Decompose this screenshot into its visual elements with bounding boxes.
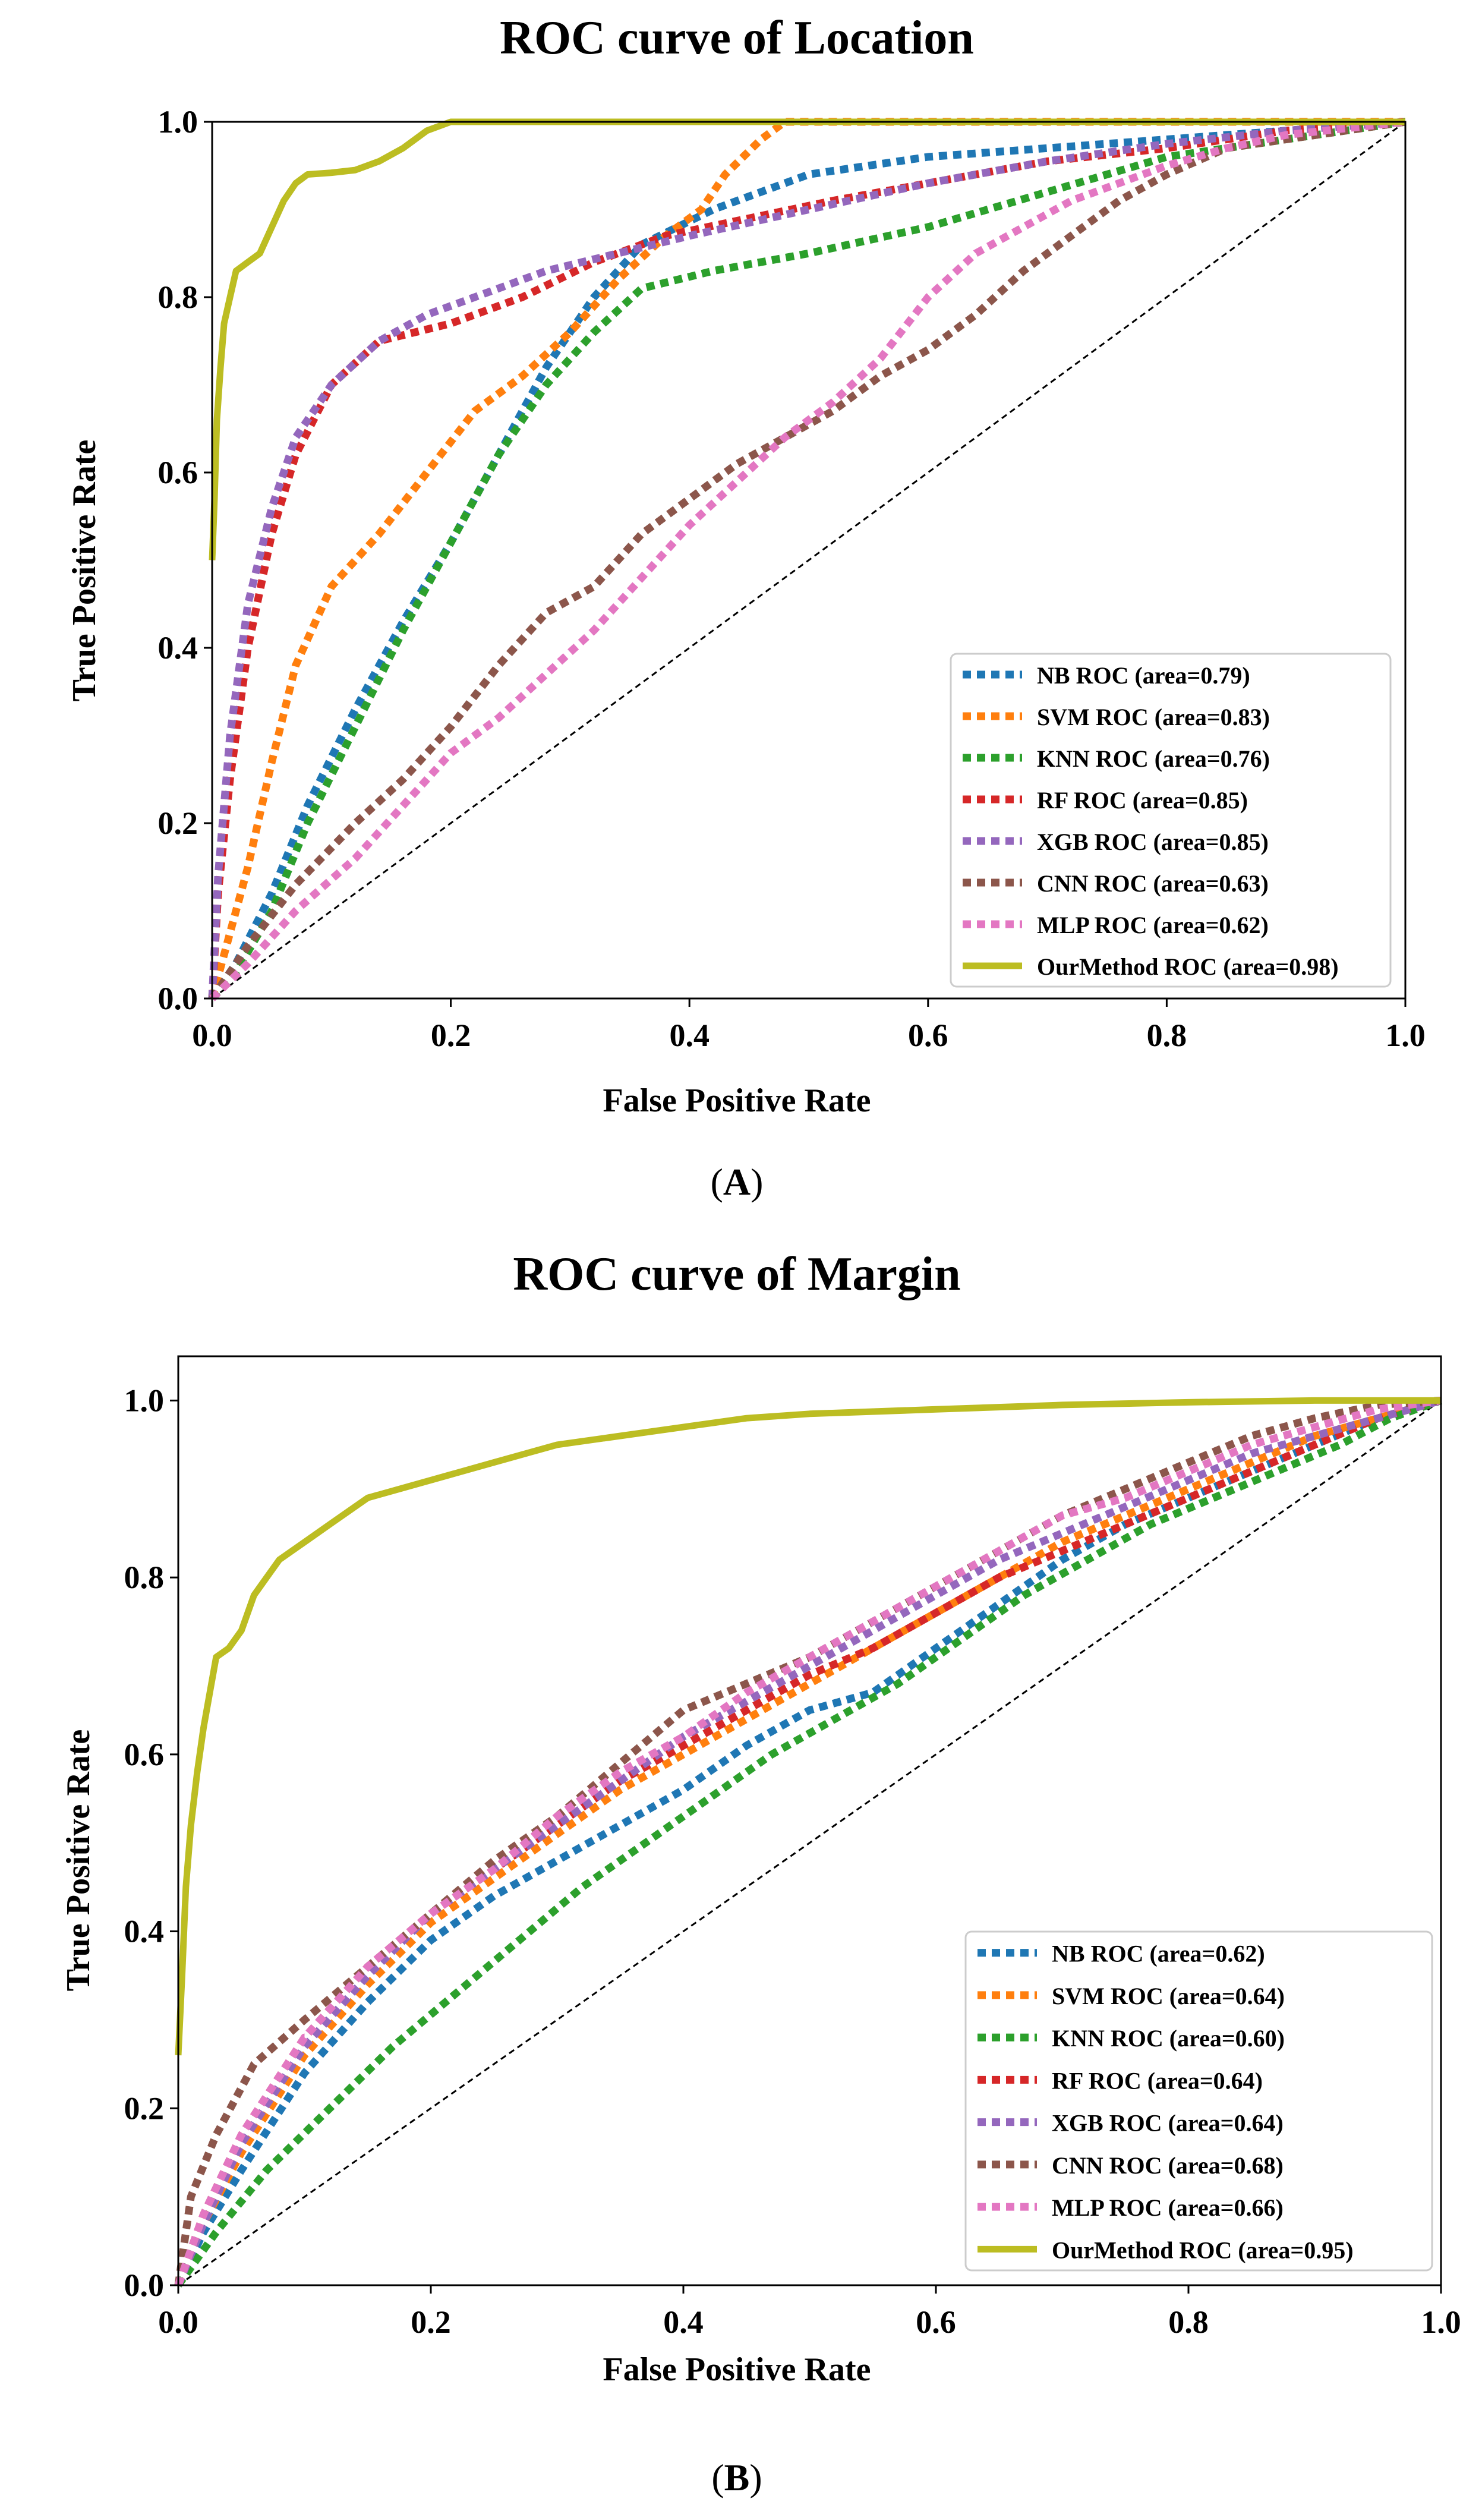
y-tick-label: 1.0	[158, 104, 198, 140]
roc-series-line-3	[174, 1397, 1442, 2287]
y-tick-label: 1.0	[124, 1382, 165, 1418]
x-tick-label: 0.4	[669, 1018, 710, 1053]
x-axis-label: False Positive Rate	[603, 2351, 871, 2388]
roc-series-line-5	[209, 118, 1406, 1001]
legend-box	[964, 1930, 1433, 2272]
roc-series-line-7	[175, 1397, 1441, 2056]
roc-series-line-2	[175, 1397, 1443, 2288]
x-tick-label: 0.6	[908, 1018, 948, 1053]
y-tick-label: 0.2	[124, 2090, 165, 2126]
y-tick-label: 0.8	[158, 279, 198, 315]
panel-label-b-letter: B	[724, 2456, 750, 2499]
y-tick-label: 0.6	[158, 455, 198, 490]
legend-label-1: SVM ROC (area=0.64)	[1052, 1983, 1285, 2009]
chart-title: ROC curve of Margin	[513, 1248, 960, 1300]
y-tick-label: 0.2	[158, 805, 198, 841]
plot-frame	[177, 1355, 1442, 2286]
legend-label-2: KNN ROC (area=0.60)	[1052, 2025, 1285, 2052]
legend-label-6: MLP ROC (area=0.62)	[1037, 912, 1269, 938]
x-tick-label: 1.0	[1385, 1018, 1426, 1053]
roc-margin-panel: ROC curve of Margin 0.0 0.2 0.4 0.6 0.8 1.00.…	[60, 1248, 1461, 2499]
legend-box	[950, 653, 1392, 988]
x-tick-label: 0.0	[158, 2304, 198, 2340]
y-tick-label: 0.6	[124, 1737, 165, 1772]
legend-label-1: SVM ROC (area=0.83)	[1037, 704, 1270, 730]
legend-label-0: NB ROC (area=0.62)	[1052, 1941, 1265, 1967]
roc-series-line-7	[209, 118, 1405, 560]
y-tick-label: 0.4	[158, 630, 198, 666]
legend: NB ROC (area=0.62) SVM ROC (area=0.64) KNN…	[964, 1930, 1433, 2272]
diagonal-reference-line	[212, 121, 1406, 1000]
y-axis-label: True Positive Rate	[60, 1730, 97, 1992]
x-tick-label: 0.8	[1147, 1018, 1187, 1053]
roc-series-line-3	[208, 118, 1406, 999]
legend-label-7: OurMethod ROC (area=0.95)	[1052, 2236, 1354, 2263]
legend-label-3: RF ROC (area=0.85)	[1037, 787, 1248, 814]
legend-label-4: XGB ROC (area=0.85)	[1037, 829, 1269, 855]
panel-label-a-letter: A	[723, 1161, 751, 1203]
y-axis-label: True Positive Rate	[66, 440, 103, 702]
roc-location-axes: 0.0 0.2 0.4 0.6 0.8 1.0 0.0 0.2 0.4 0.6 0.8 1.0 NB R…	[158, 104, 1426, 1053]
legend-label-0: NB ROC (area=0.79)	[1037, 662, 1250, 689]
roc-series-line-0	[209, 118, 1406, 1001]
legend-label-4: XGB ROC (area=0.64)	[1052, 2110, 1284, 2137]
roc-series-line-1	[174, 1397, 1442, 2287]
panel-label-b: (B)	[711, 2456, 762, 2499]
x-tick-label: 1.0	[1421, 2304, 1461, 2340]
legend-label-6: MLP ROC (area=0.66)	[1052, 2194, 1284, 2221]
y-tick-label: 0.4	[124, 1914, 165, 1949]
plot-frame	[211, 121, 1407, 1000]
legend-label-3: RF ROC (area=0.64)	[1052, 2067, 1263, 2094]
x-tick-label: 0.2	[431, 1018, 471, 1053]
x-tick-label: 0.6	[916, 2304, 956, 2340]
roc-series-line-1	[208, 118, 1405, 1000]
legend-label-2: KNN ROC (area=0.76)	[1037, 745, 1270, 772]
roc-series-line-4	[174, 1397, 1442, 2287]
roc-series-line-6	[209, 118, 1406, 1001]
x-tick-label: 0.0	[192, 1018, 232, 1053]
legend-label-5: CNN ROC (area=0.68)	[1052, 2152, 1284, 2179]
x-axis-label: False Positive Rate	[603, 1082, 871, 1119]
roc-series-line-2	[209, 118, 1406, 1001]
legend: NB ROC (area=0.79) SVM ROC (area=0.83) KNN…	[950, 653, 1392, 988]
x-tick-label: 0.2	[411, 2304, 451, 2340]
legend-label-7: OurMethod ROC (area=0.98)	[1037, 953, 1339, 980]
x-tick-label: 0.4	[663, 2304, 704, 2340]
y-tick-label: 0.8	[124, 1560, 165, 1595]
x-tick-label: 0.8	[1168, 2304, 1209, 2340]
roc-margin-axes: 0.0 0.2 0.4 0.6 0.8 1.0 0.0 0.2 0.4 0.6 0.8 1.0 NB R…	[124, 1355, 1461, 2340]
legend-label-5: CNN ROC (area=0.63)	[1037, 870, 1269, 897]
y-tick-label: 0.0	[158, 981, 198, 1016]
roc-location-panel: ROC curve of Location 0.0 0.2 0.4 0.6 0.8 1.0…	[66, 12, 1426, 1203]
panel-label-a: (A)	[711, 1161, 764, 1203]
chart-title: ROC curve of Location	[500, 12, 974, 64]
roc-series-line-4	[208, 118, 1406, 999]
roc-series-line-6	[174, 1396, 1442, 2287]
roc-series-line-5	[174, 1396, 1442, 2286]
diagonal-reference-line	[178, 1400, 1442, 2286]
y-tick-label: 0.0	[124, 2267, 165, 2303]
